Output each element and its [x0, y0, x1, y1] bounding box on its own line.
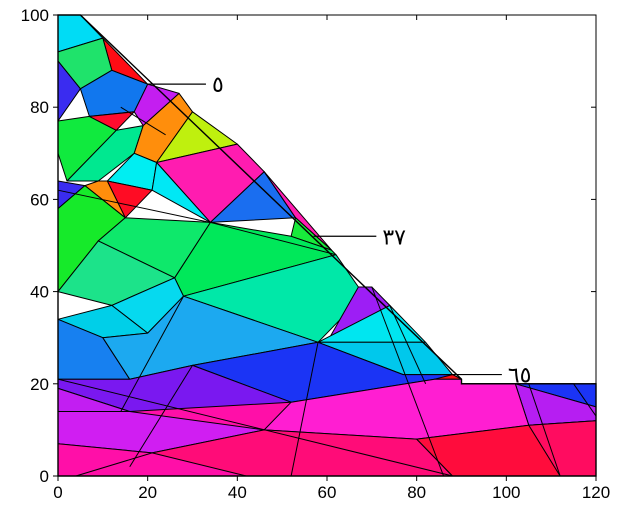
mesh-edge-7: [120, 295, 184, 412]
x-tick-label-5: 100: [492, 483, 520, 502]
y-axis: 0 20 40 60 80 100: [21, 6, 596, 486]
x-axis: 0 20 40 60 80 100 120: [53, 15, 610, 502]
mesh-element-16: [151, 162, 211, 223]
x-tick-label-2: 40: [228, 483, 247, 502]
mesh-element-9: [66, 125, 144, 182]
mesh-edge-1: [129, 365, 193, 468]
annotation-labels: ٥ ٣٧ ٦٥: [212, 73, 532, 388]
annotation-leaders: [147, 83, 502, 376]
annotation-label-2: ٦٥: [508, 364, 532, 389]
x-tick-label-0: 0: [53, 483, 62, 502]
mesh-edge-10: [573, 383, 597, 417]
x-tick-label-4: 80: [407, 483, 426, 502]
annotation-label-0: ٥: [212, 73, 224, 98]
x-tick-label-6: 120: [582, 483, 610, 502]
y-tick-label-3: 60: [30, 190, 49, 209]
mesh-edge-3: [371, 286, 445, 477]
x-tick-label-3: 60: [318, 483, 337, 502]
x-tick-label-1: 20: [138, 483, 157, 502]
mesh-edges: [57, 106, 597, 477]
mesh-edge-4: [57, 189, 211, 223]
y-tick-label-0: 0: [40, 467, 49, 486]
mesh-edge-2: [290, 342, 319, 477]
y-tick-label-4: 80: [30, 98, 49, 117]
y-tick-label-1: 20: [30, 375, 49, 394]
annotation-label-1: ٣٧: [382, 225, 406, 250]
mesh-element-8: [88, 111, 135, 131]
y-tick-label-5: 100: [21, 6, 49, 25]
mesh-edge-0: [57, 378, 453, 477]
mesh-edge-6: [120, 106, 166, 136]
mesh-edge-8: [389, 305, 427, 385]
y-tick-label-2: 40: [30, 283, 49, 302]
mesh-edge-5: [210, 221, 337, 256]
mesh-edge-9: [528, 383, 561, 477]
mesh-elements: [57, 14, 597, 477]
